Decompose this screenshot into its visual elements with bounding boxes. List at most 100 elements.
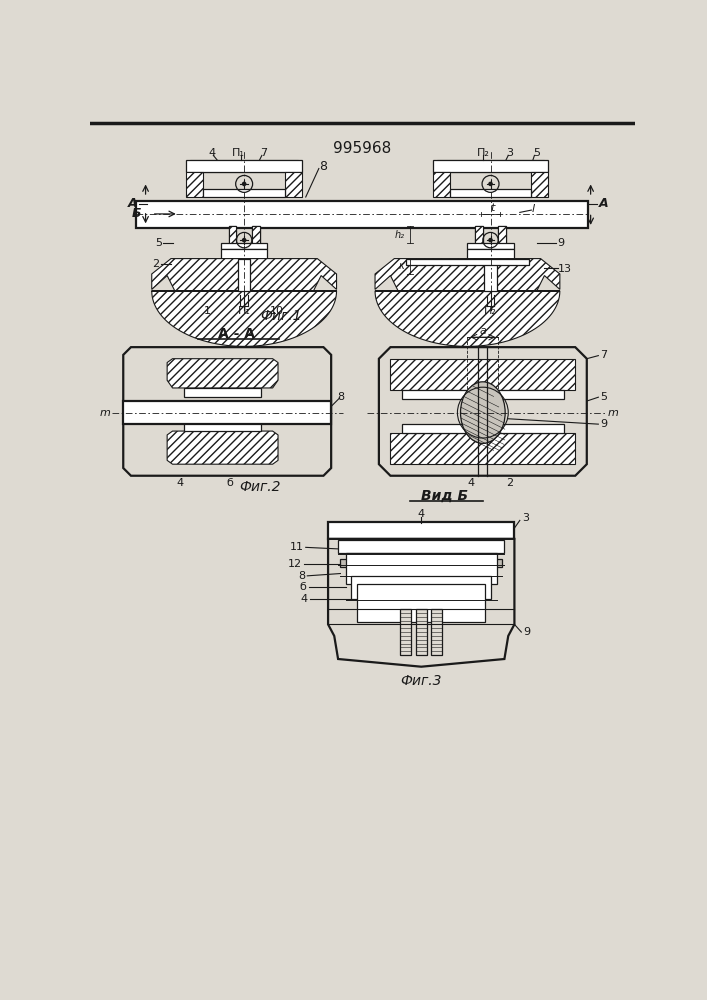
Bar	[475, 226, 483, 252]
Text: 4: 4	[301, 594, 308, 604]
Polygon shape	[152, 291, 337, 346]
Bar	[187, 172, 204, 197]
Bar	[467, 249, 514, 259]
Text: Фиг.1: Фиг.1	[260, 309, 302, 323]
Text: Вид Б: Вид Б	[421, 489, 468, 503]
Bar	[252, 226, 259, 259]
Polygon shape	[328, 539, 515, 667]
Text: 5: 5	[533, 148, 540, 158]
Text: 4: 4	[468, 478, 475, 488]
Bar	[328, 523, 515, 539]
Polygon shape	[167, 431, 278, 464]
Text: 995968: 995968	[333, 141, 391, 156]
Bar	[390, 433, 575, 464]
Text: 2: 2	[506, 478, 513, 488]
Circle shape	[242, 182, 247, 186]
Text: 8: 8	[319, 160, 327, 173]
Text: А: А	[128, 197, 138, 210]
Bar	[229, 226, 236, 252]
Text: 9: 9	[600, 419, 607, 429]
Text: 7: 7	[600, 350, 607, 360]
Bar	[221, 249, 267, 259]
Text: б: б	[300, 582, 307, 592]
Text: Фиг.2: Фиг.2	[239, 480, 280, 494]
Text: Фиг.3: Фиг.3	[400, 674, 442, 688]
Text: 10: 10	[269, 306, 284, 316]
Bar	[123, 401, 331, 424]
Bar	[467, 243, 514, 249]
Text: 1: 1	[204, 306, 211, 316]
Bar	[498, 226, 506, 252]
Bar	[238, 259, 250, 291]
Bar	[532, 172, 549, 197]
Text: 4: 4	[209, 148, 216, 158]
Bar	[136, 201, 588, 228]
Circle shape	[489, 182, 493, 186]
Bar	[204, 189, 285, 197]
Circle shape	[242, 238, 247, 242]
Bar	[433, 160, 549, 172]
Text: б: б	[227, 478, 234, 488]
Text: 7: 7	[260, 148, 267, 158]
Bar	[416, 609, 426, 655]
Text: П₁: П₁	[233, 148, 245, 158]
Bar	[357, 584, 485, 622]
Bar	[475, 226, 483, 259]
Text: 9: 9	[558, 238, 565, 248]
Bar	[340, 559, 502, 567]
Text: 11: 11	[289, 542, 303, 552]
Text: 8: 8	[338, 392, 345, 402]
Bar	[351, 576, 491, 599]
Polygon shape	[375, 259, 560, 291]
Text: a: a	[479, 326, 486, 336]
Polygon shape	[379, 347, 587, 476]
Bar	[400, 609, 411, 655]
Text: 3: 3	[506, 148, 513, 158]
Bar	[252, 226, 259, 252]
Bar	[184, 388, 261, 397]
Bar	[450, 189, 532, 197]
Text: 12: 12	[288, 559, 302, 569]
Bar	[187, 160, 302, 172]
Bar	[328, 522, 515, 539]
Text: П₁: П₁	[238, 306, 250, 316]
Text: l: l	[532, 204, 534, 214]
Text: Б: Б	[132, 207, 141, 220]
Polygon shape	[375, 291, 560, 346]
Text: 8: 8	[298, 571, 305, 581]
Bar	[184, 422, 261, 431]
Bar	[406, 259, 529, 265]
Bar	[190, 160, 298, 172]
Bar	[229, 226, 236, 259]
Text: 3: 3	[522, 513, 529, 523]
Text: А - А: А - А	[218, 327, 255, 341]
Ellipse shape	[460, 382, 506, 443]
Bar	[402, 424, 563, 433]
Text: П₂: П₂	[477, 148, 489, 158]
Circle shape	[489, 238, 493, 242]
Bar	[498, 226, 506, 259]
Text: h₂: h₂	[395, 230, 404, 240]
Text: 5: 5	[155, 238, 162, 248]
Polygon shape	[123, 347, 331, 476]
Bar	[484, 259, 497, 291]
Text: 4: 4	[177, 478, 184, 488]
Bar	[221, 243, 267, 249]
Bar	[433, 172, 450, 197]
Bar	[285, 172, 302, 197]
Bar	[338, 540, 504, 553]
Text: 9: 9	[524, 627, 531, 637]
Bar	[402, 389, 563, 399]
Text: 5: 5	[600, 392, 607, 402]
Text: m: m	[99, 408, 110, 418]
Text: 2: 2	[152, 259, 160, 269]
Text: П₂: П₂	[484, 306, 497, 316]
Polygon shape	[152, 259, 337, 291]
Polygon shape	[167, 359, 278, 388]
Bar	[437, 160, 544, 172]
Bar	[390, 359, 575, 389]
Bar	[182, 259, 305, 265]
Bar	[346, 553, 497, 584]
Text: t: t	[490, 203, 494, 213]
Bar	[431, 609, 442, 655]
